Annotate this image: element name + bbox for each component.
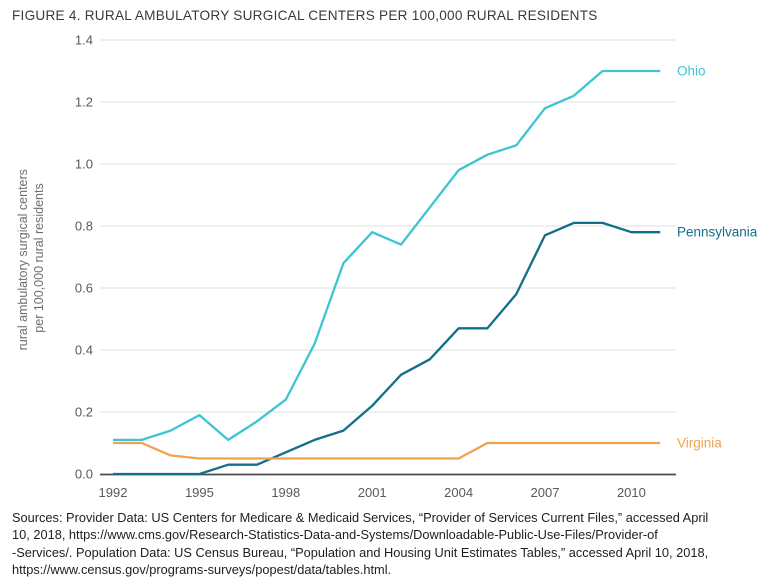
y-tick-label: 1.2 xyxy=(75,95,93,110)
y-axis-title: rural ambulatory surgical centers per 10… xyxy=(16,166,46,351)
x-tick-label: 2004 xyxy=(444,485,473,500)
y-tick-label: 0.8 xyxy=(75,219,93,234)
source-line: 10, 2018, https://www.cms.gov/Research-S… xyxy=(12,527,658,543)
y-tick-label: 0.6 xyxy=(75,281,93,296)
x-tick-label: 1995 xyxy=(185,485,214,500)
series-line-ohio xyxy=(113,69,661,442)
source-line: https://www.census.gov/programs-surveys/… xyxy=(12,561,392,577)
y-tick-label: 1.0 xyxy=(75,157,93,172)
source-line: Sources: Provider Data: US Centers for M… xyxy=(12,510,709,525)
x-tick-label: 1992 xyxy=(99,485,128,500)
chart-svg: rural ambulatory surgical centers per 10… xyxy=(16,33,758,501)
y-tick-label: 0.4 xyxy=(75,343,93,358)
x-tick-label: 1998 xyxy=(271,485,300,500)
source-note: Sources: Provider Data: US Centers for M… xyxy=(12,509,762,578)
x-tick-label: 2007 xyxy=(531,485,560,500)
series-line-pennsylvania xyxy=(113,221,661,476)
chart-plot: 0.0 0.2 0.4 0.6 0.8 1.0 1.2 1.4 1992 1995 1998 2001… xyxy=(75,33,758,501)
x-tick-label: 2001 xyxy=(358,485,387,500)
figure-title: FIGURE 4. RURAL AMBULATORY SURGICAL CENT… xyxy=(12,8,598,23)
y-tick-label: 0.2 xyxy=(75,405,93,420)
source-line: -Services/. Population Data: US Census B… xyxy=(12,544,709,560)
series-label-pennsylvania: Pennsylvania xyxy=(677,225,758,240)
y-tick-label: 0.0 xyxy=(75,467,93,482)
series-label-virginia: Virginia xyxy=(677,436,722,451)
series-line-virginia xyxy=(113,441,661,460)
y-tick-label: 1.4 xyxy=(75,33,93,48)
x-tick-label: 2010 xyxy=(617,485,646,500)
series-label-ohio: Ohio xyxy=(677,64,706,79)
